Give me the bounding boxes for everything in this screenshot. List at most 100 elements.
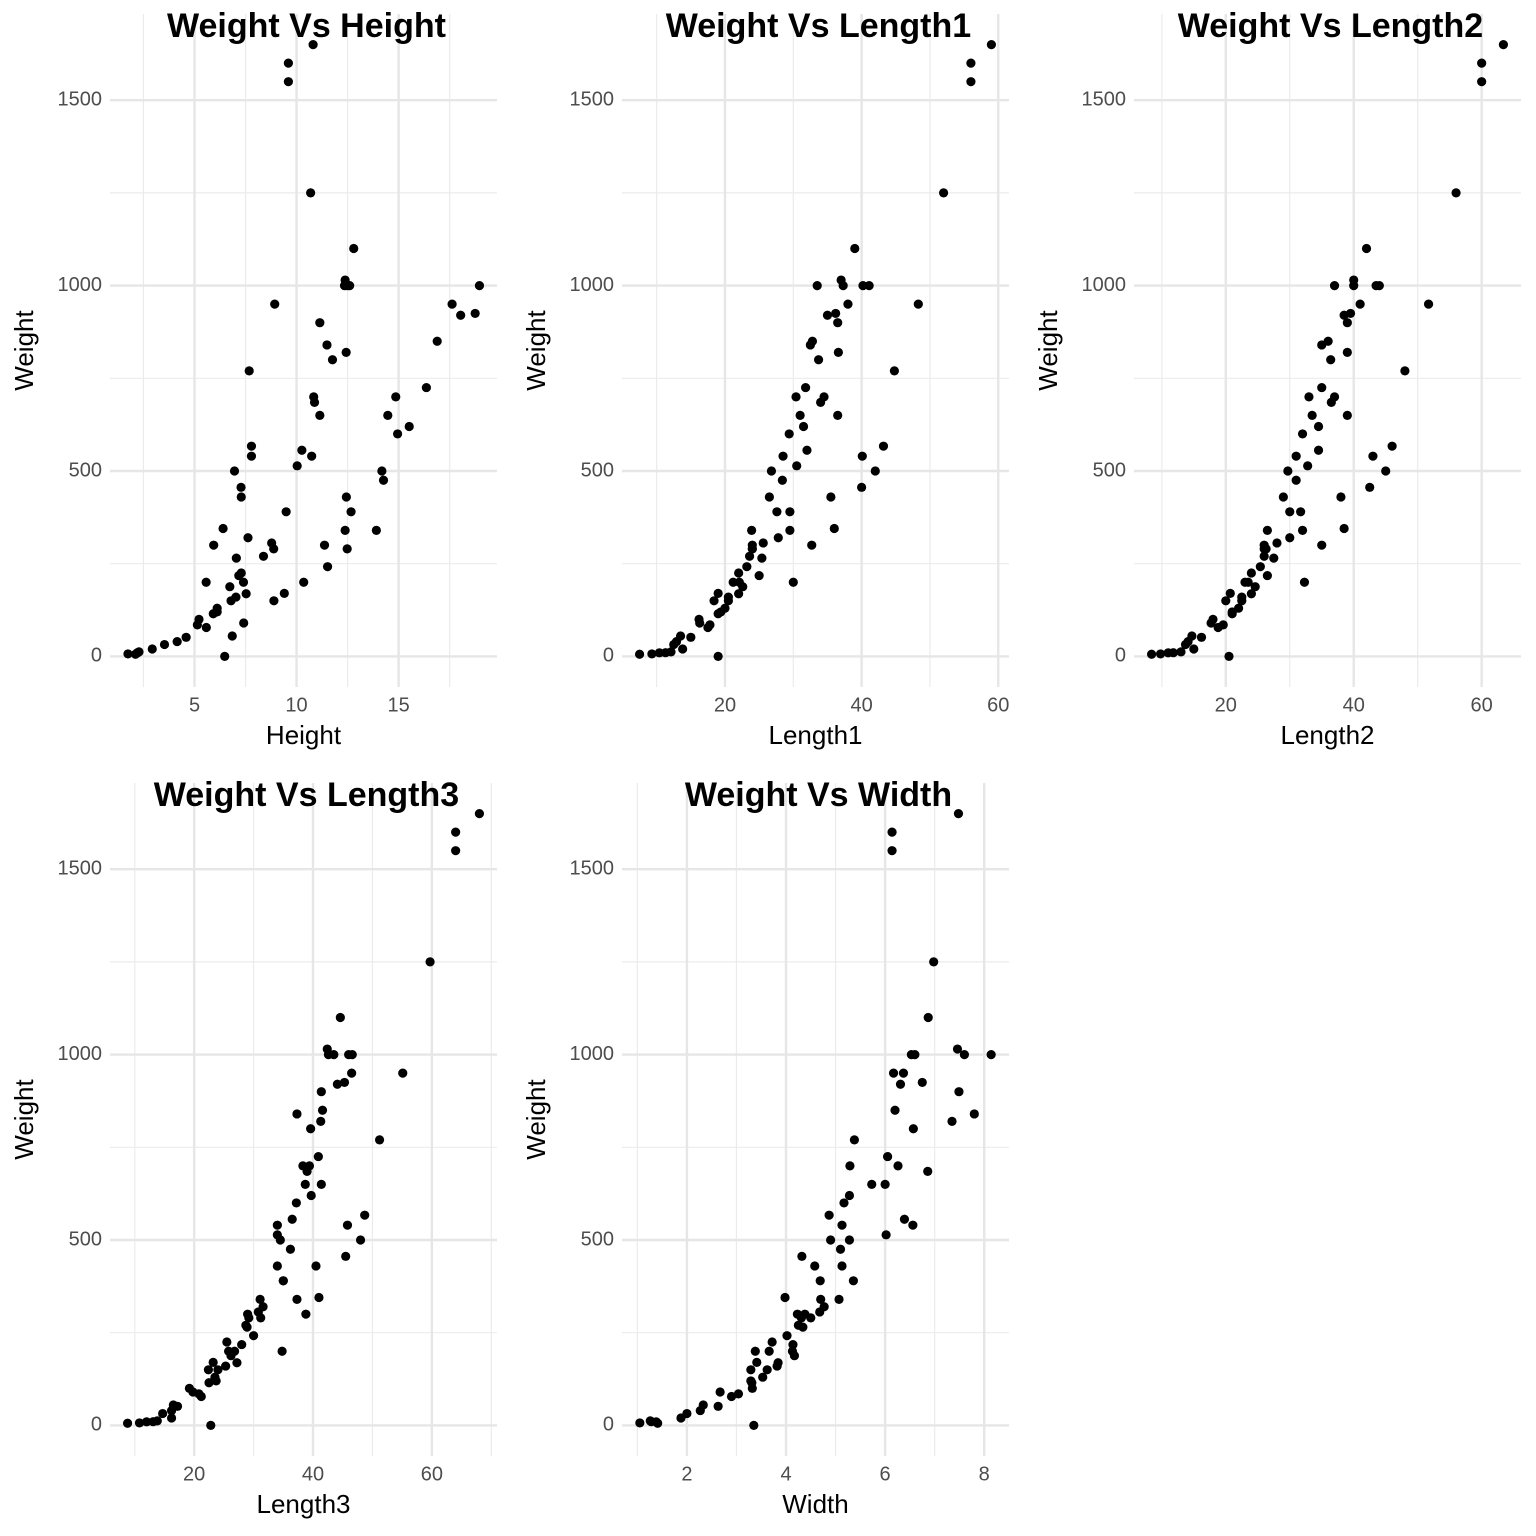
point	[238, 577, 249, 587]
point	[1297, 429, 1308, 439]
x-tick-label: 60	[421, 1463, 443, 1485]
x-tick-label: 5	[189, 694, 200, 716]
point	[844, 1190, 855, 1201]
point	[966, 58, 976, 68]
point	[772, 507, 782, 517]
point	[297, 445, 307, 455]
point	[647, 649, 657, 659]
point	[1303, 461, 1313, 471]
point	[210, 1372, 220, 1382]
point	[314, 1292, 324, 1303]
point	[1299, 577, 1310, 587]
point	[272, 1261, 282, 1271]
point	[342, 544, 352, 554]
point	[218, 523, 228, 534]
y-tick-label: 1500	[570, 857, 615, 879]
point	[889, 366, 900, 376]
point	[311, 1261, 321, 1271]
point	[258, 1302, 268, 1312]
point	[316, 1116, 326, 1126]
point	[882, 1151, 893, 1162]
point	[316, 1179, 326, 1189]
point	[762, 1365, 772, 1375]
point	[1225, 588, 1235, 598]
point	[1272, 538, 1282, 548]
point	[738, 582, 748, 592]
point	[226, 596, 236, 606]
point	[425, 957, 435, 967]
y-tick-label: 1500	[58, 88, 103, 110]
point	[451, 827, 461, 837]
x-tick-label: 20	[183, 1463, 205, 1485]
point	[986, 39, 997, 50]
x-tick-label: 20	[714, 694, 736, 716]
point	[319, 540, 330, 550]
point	[635, 1418, 645, 1428]
point	[747, 1378, 757, 1388]
point	[850, 243, 860, 254]
point	[371, 525, 381, 535]
point	[764, 492, 774, 502]
point	[798, 1322, 808, 1332]
y-axis-title: Weight	[9, 1079, 39, 1160]
point	[287, 1214, 297, 1224]
point	[239, 618, 249, 628]
point	[844, 1235, 855, 1245]
point	[810, 1261, 820, 1271]
point	[675, 631, 686, 641]
point	[292, 461, 302, 471]
point	[306, 1190, 316, 1201]
point	[1381, 466, 1391, 476]
point	[300, 1179, 310, 1189]
point	[917, 1077, 927, 1088]
point	[1336, 492, 1346, 502]
point	[1278, 492, 1288, 502]
point	[795, 410, 805, 420]
point	[826, 1235, 836, 1245]
y-axis-title: Weight	[9, 310, 39, 391]
point	[152, 1416, 162, 1426]
point	[1291, 451, 1301, 461]
x-tick-label: 8	[979, 1463, 990, 1485]
point	[172, 1401, 183, 1411]
point	[159, 639, 170, 650]
point	[341, 347, 351, 357]
point	[317, 1105, 328, 1115]
point	[726, 1391, 737, 1402]
point	[1326, 355, 1336, 365]
point	[780, 1292, 790, 1303]
point	[947, 1116, 957, 1126]
point	[304, 1161, 315, 1171]
point	[1296, 507, 1306, 517]
chart-title: Weight Vs Width	[685, 776, 952, 814]
point	[147, 644, 157, 654]
point	[908, 1124, 918, 1134]
point	[880, 1179, 890, 1189]
point	[306, 188, 316, 198]
point	[232, 1358, 242, 1368]
point	[713, 651, 723, 662]
point	[226, 1351, 236, 1361]
point	[335, 1012, 345, 1023]
point	[777, 475, 787, 485]
point	[893, 1161, 903, 1171]
point	[122, 1418, 133, 1428]
point	[1180, 639, 1191, 650]
point	[1498, 39, 1509, 50]
point	[281, 507, 291, 517]
point	[788, 577, 798, 587]
point	[184, 1383, 194, 1393]
point	[734, 568, 744, 578]
point	[292, 1294, 302, 1304]
point	[767, 1337, 777, 1347]
point	[666, 647, 676, 657]
point	[715, 1387, 725, 1397]
x-tick-label: 2	[681, 1463, 692, 1485]
point	[258, 551, 269, 561]
point	[1291, 475, 1301, 485]
point	[709, 596, 719, 606]
point	[1317, 540, 1327, 550]
panel: 0 500 1000 1500 20 40 60 Length2 Weight Weight Vs…	[1033, 7, 1521, 750]
point	[757, 553, 767, 563]
point	[816, 1294, 826, 1304]
